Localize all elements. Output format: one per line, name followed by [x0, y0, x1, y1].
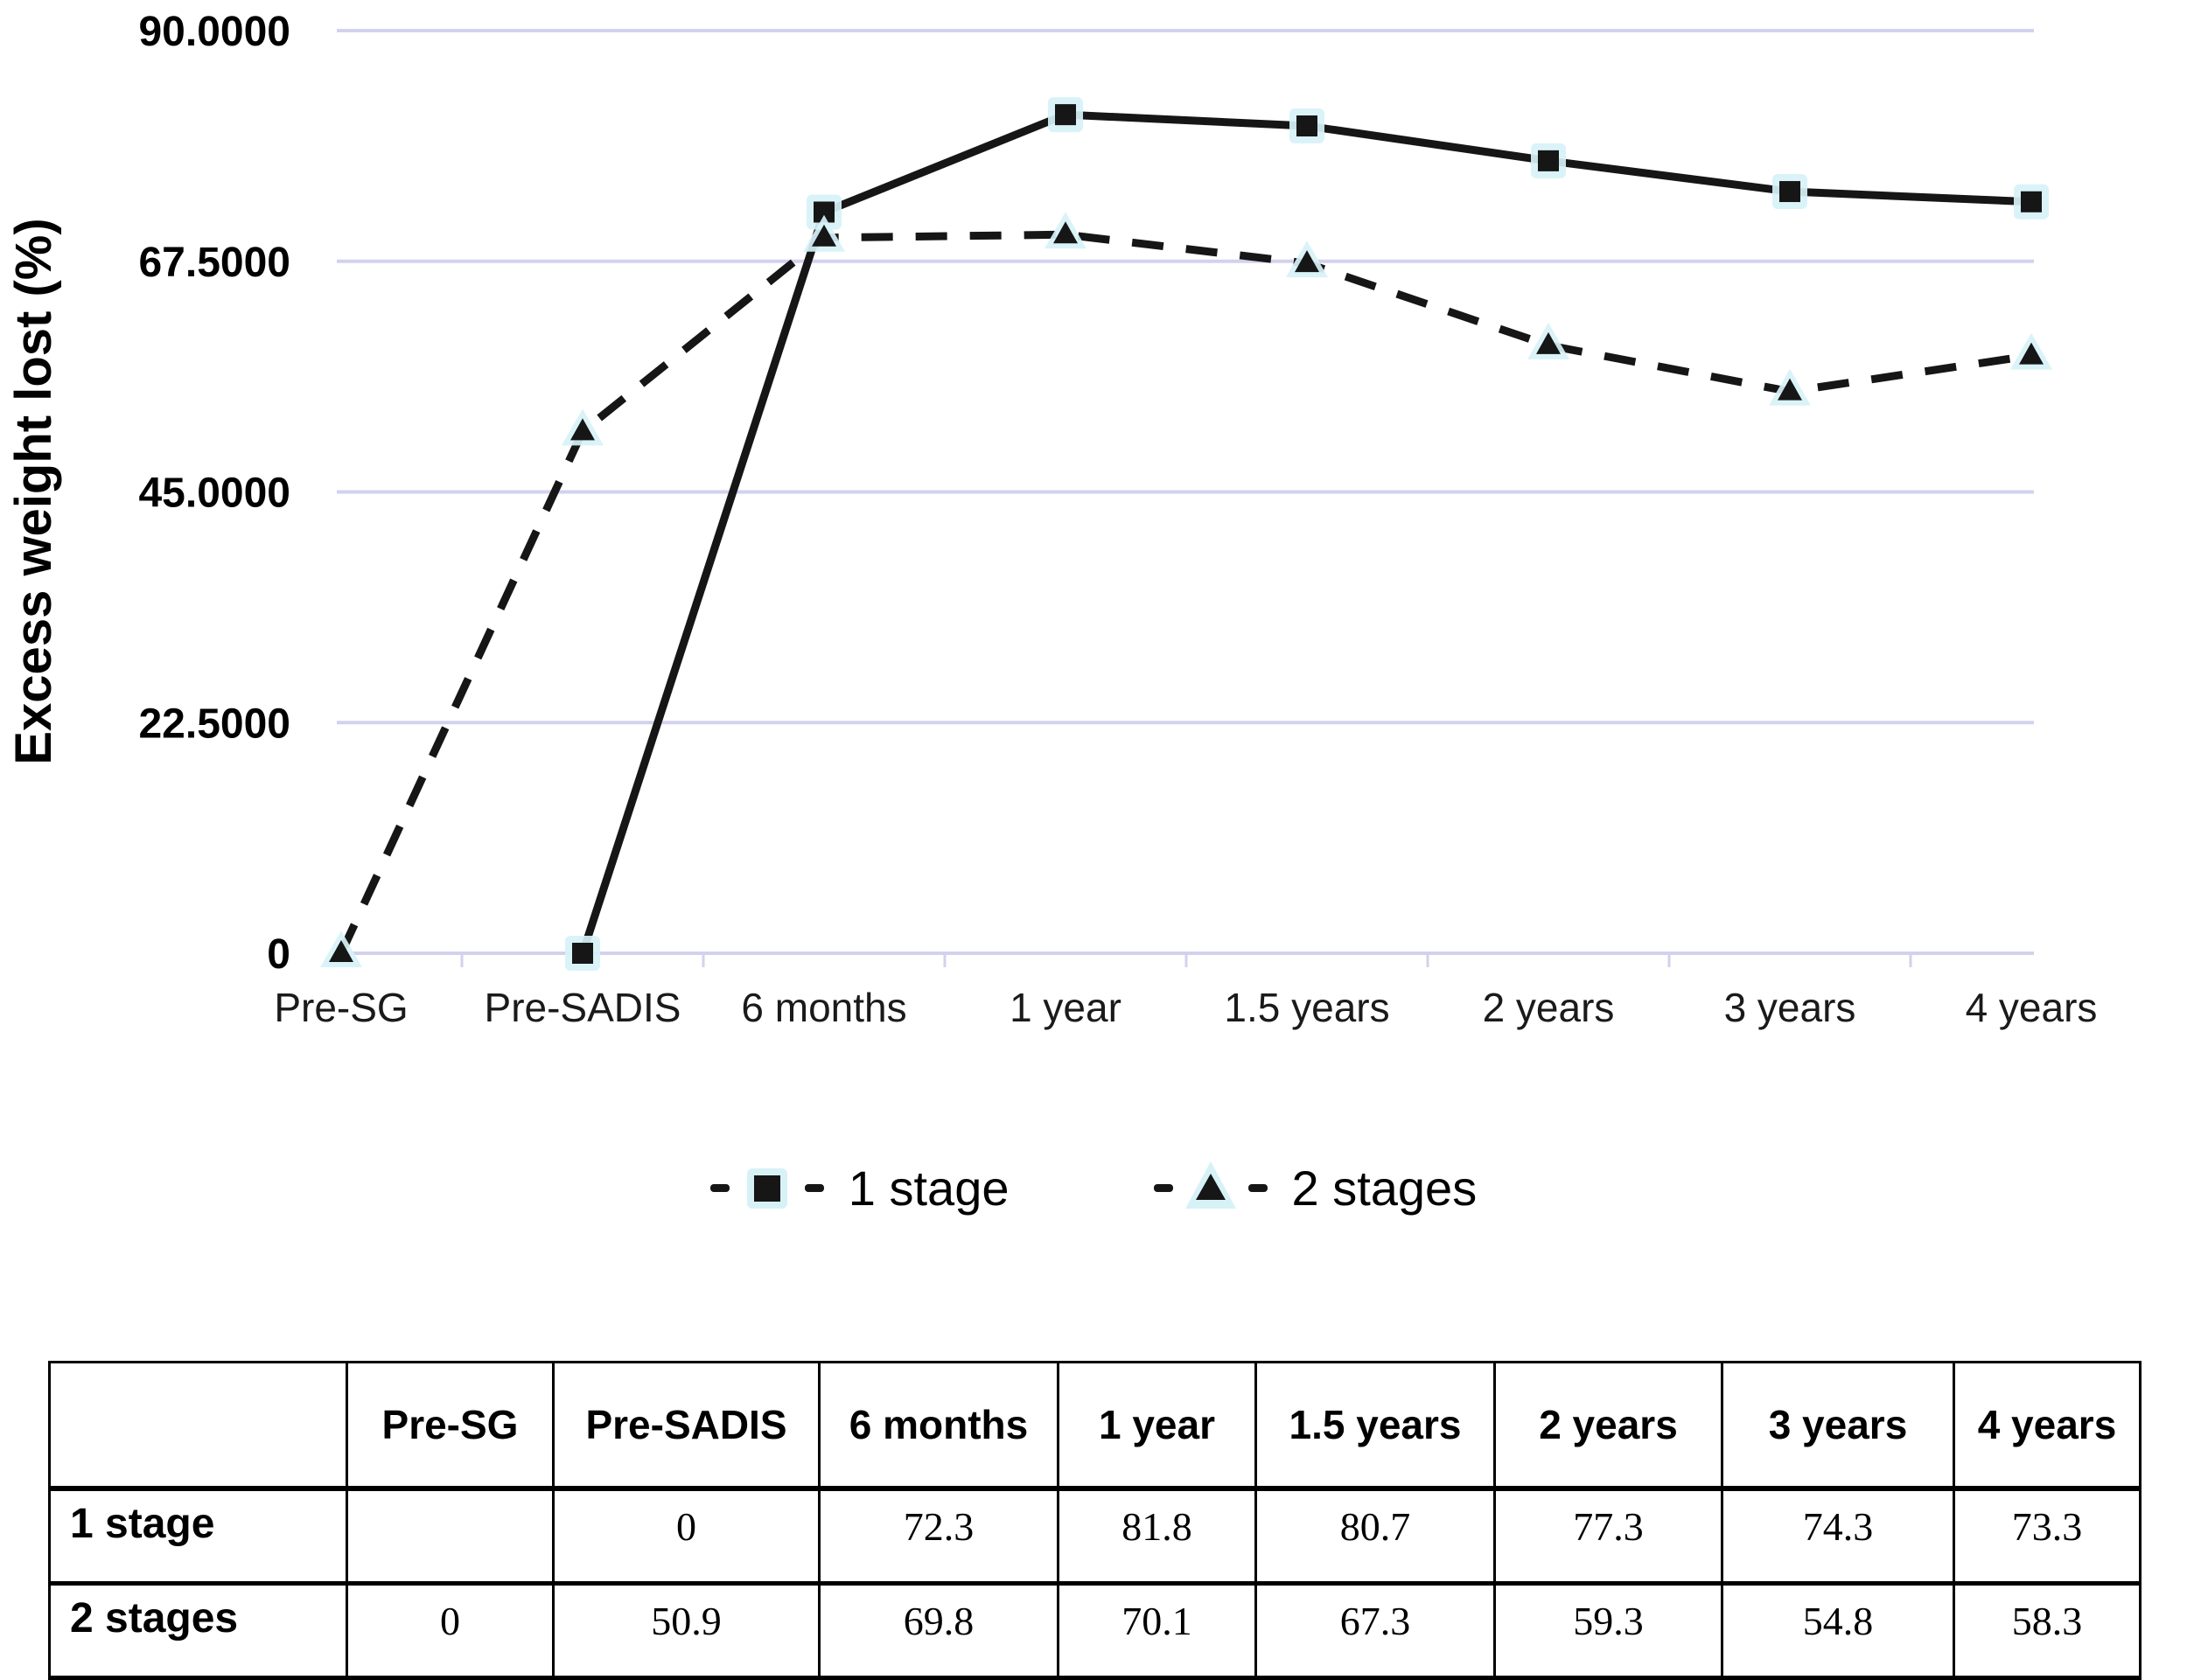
table-data-cell: 0 — [552, 1487, 821, 1586]
legend-label: 2 stages — [1291, 1160, 1478, 1216]
data-point-marker-triangle — [1778, 378, 1802, 401]
table-data-cell: 73.3 — [1953, 1487, 2142, 1586]
table-data-cell — [346, 1487, 555, 1586]
y-axis-tick-label: 45.0000 — [138, 471, 290, 517]
series-line-2-stages — [337, 230, 2032, 955]
series-line-1-stage — [578, 110, 2032, 955]
table-data-cell: 69.8 — [818, 1581, 1059, 1680]
data-point-marker-square — [572, 943, 593, 964]
series-layer — [320, 97, 2052, 971]
table-data-cell: 70.1 — [1057, 1581, 1257, 1680]
y-axis-tick-label: 0 — [267, 931, 290, 978]
line-chart: Excess weight lost (%) 90.0000 67.5000 45.… — [5, 9, 2097, 1030]
table-row: 2 stages 0 50.9 69.8 70.1 67.3 59.3 54.8 58.3 — [48, 1581, 2142, 1680]
data-point-marker-triangle — [1295, 250, 1319, 273]
legend-item: 1 stage — [709, 1153, 1010, 1223]
y-axis-title: Excess weight lost (%) — [5, 218, 62, 764]
table-data-cell: 67.3 — [1254, 1581, 1496, 1680]
table-header-cell: Pre-SADIS — [552, 1361, 821, 1491]
table-data-cell: 77.3 — [1493, 1487, 1723, 1586]
table-data-cell: 59.3 — [1493, 1581, 1723, 1680]
x-axis-tick-label: 1.5 years — [1224, 985, 1389, 1030]
table-data-cell: 58.3 — [1953, 1581, 2142, 1680]
chart-legend: 1 stage 2 stages — [0, 1153, 2187, 1223]
data-point-marker-square — [1296, 115, 1317, 137]
table-header-cell: 2 years — [1493, 1361, 1723, 1491]
y-axis-tick-label: 22.5000 — [138, 701, 290, 747]
legend-item: 2 stages — [1153, 1153, 1478, 1223]
table-data-cell: 0 — [346, 1581, 555, 1680]
legend-marker-triangle-icon — [1153, 1161, 1268, 1209]
data-point-marker-triangle — [812, 224, 836, 247]
table-data-cell: 81.8 — [1057, 1487, 1257, 1586]
x-axis-tick-label: 2 years — [1483, 985, 1615, 1030]
data-point-marker-square — [2021, 191, 2042, 213]
table-header-cell: 4 years — [1953, 1361, 2142, 1491]
data-point-marker-triangle — [329, 940, 353, 962]
table-header-cell: Pre-SG — [346, 1361, 555, 1491]
data-point-marker-triangle — [1053, 221, 1078, 244]
legend-marker-square-icon — [709, 1168, 824, 1209]
table-data-cell: 80.7 — [1254, 1487, 1496, 1586]
table-row: 1 stage 0 72.3 81.8 80.7 77.3 74.3 73.3 — [48, 1487, 2142, 1586]
x-axis-tick-label: Pre-SG — [274, 985, 408, 1030]
table-header-cell: 3 years — [1721, 1361, 1955, 1491]
y-axis-tick-label: 67.5000 — [138, 240, 290, 286]
table-data-cell: 72.3 — [818, 1487, 1059, 1586]
row-label-cell: 2 stages — [48, 1581, 348, 1680]
data-point-marker-triangle — [2019, 342, 2044, 365]
data-point-marker-square — [1779, 181, 1800, 203]
data-point-marker-square — [1055, 104, 1076, 126]
table-data-cell: 50.9 — [552, 1581, 821, 1680]
table-data-cell: 54.8 — [1721, 1581, 1955, 1680]
x-axis-tick-label: Pre-SADIS — [485, 985, 681, 1030]
table-data-cell: 74.3 — [1721, 1487, 1955, 1586]
legend-label: 1 stage — [848, 1160, 1010, 1216]
x-axis-tick-label: 6 months — [741, 985, 906, 1030]
x-axis-tick-label: 1 year — [1010, 985, 1121, 1030]
x-axis-tick-label: 3 years — [1724, 985, 1856, 1030]
table-header-cell: 6 months — [818, 1361, 1059, 1491]
data-point-marker-triangle — [570, 418, 595, 441]
grid-layer: 90.0000 67.5000 45.0000 22.5000 0 — [138, 9, 2034, 978]
x-axis-labels: Pre-SG Pre-SADIS 6 months 1 year 1.5 years 2 … — [274, 985, 2097, 1030]
data-point-marker-square — [1538, 150, 1559, 171]
table-header-row: Pre-SG Pre-SADIS 6 months 1 year 1.5 years 2 … — [48, 1361, 2142, 1491]
chart-data-table: Pre-SG Pre-SADIS 6 months 1 year 1.5 years 2 … — [48, 1361, 2142, 1680]
table-header-cell: 1 year — [1057, 1361, 1257, 1491]
table-header-cell — [48, 1361, 348, 1491]
row-label-cell: 1 stage — [48, 1487, 348, 1586]
x-axis-tick-label: 4 years — [1966, 985, 2098, 1030]
table-header-cell: 1.5 years — [1254, 1361, 1496, 1491]
data-point-marker-triangle — [1536, 331, 1561, 354]
y-axis-tick-label: 90.0000 — [138, 9, 290, 55]
